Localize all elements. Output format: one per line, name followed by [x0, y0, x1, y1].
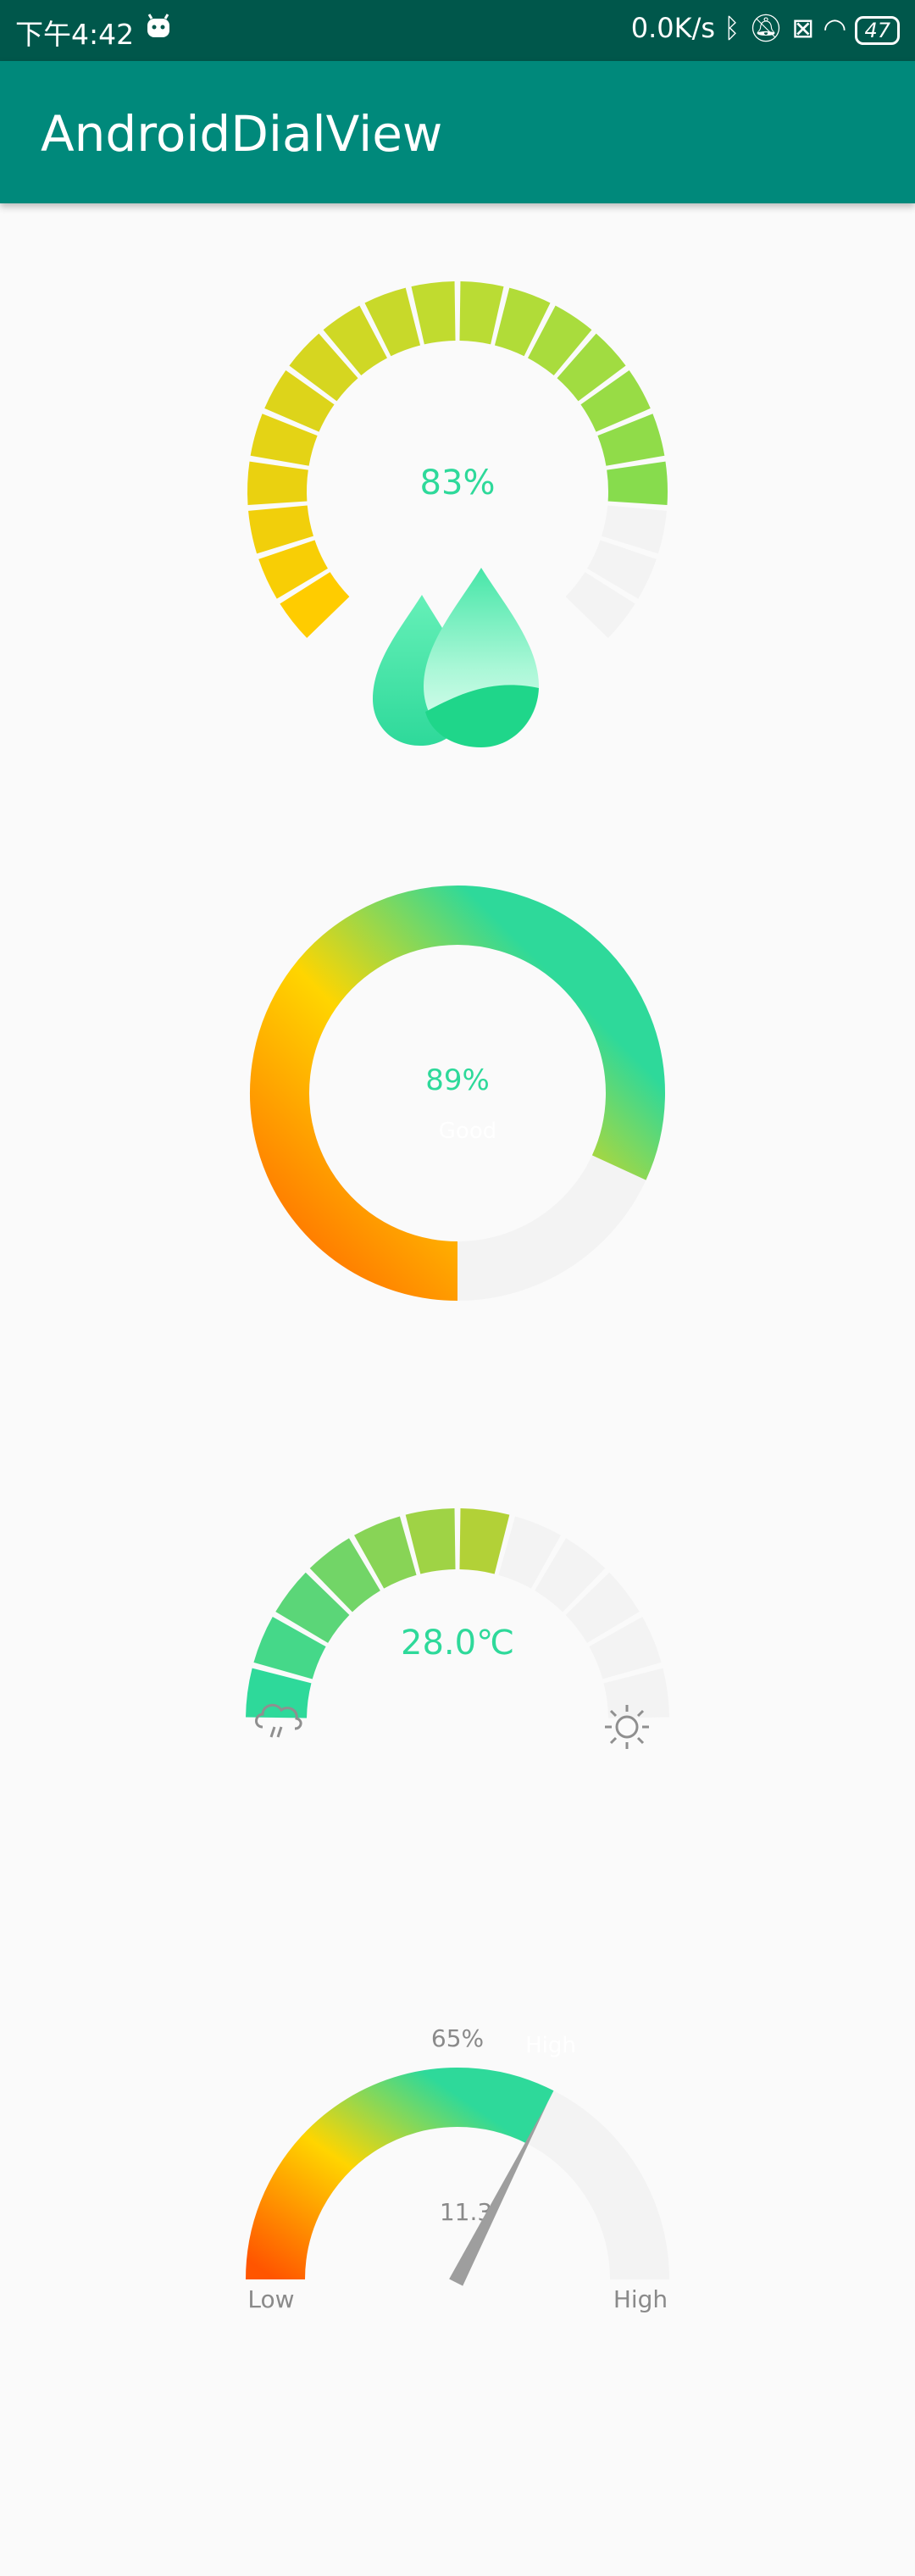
temperature-segment	[589, 1617, 662, 1679]
humidity-segment	[250, 414, 318, 466]
gauge-dial: 11.3 65% High Low High	[246, 2017, 669, 2322]
humidity-segments	[247, 281, 668, 638]
temperature-segment	[275, 1572, 350, 1643]
temperature-segments	[246, 1508, 669, 1718]
android-bot-icon	[144, 14, 173, 42]
ring-progress	[250, 886, 665, 1301]
humidity-segment	[607, 461, 668, 506]
gauge-needle	[449, 2101, 548, 2286]
temperature-segment	[565, 1572, 640, 1643]
humidity-segment	[289, 333, 358, 402]
temperature-value: 28.0℃	[401, 1624, 514, 1663]
temperature-segment	[253, 1617, 326, 1679]
temperature-segment	[603, 1668, 669, 1718]
rain-cloud-icon	[255, 1703, 302, 1738]
humidity-segment	[247, 461, 308, 506]
gauge-top-right-label: High	[525, 2033, 576, 2058]
humidity-segment	[602, 505, 667, 554]
temperature-segment	[498, 1516, 561, 1589]
status-right: 0.0K/s ᛒ 🔕︎ ⊠ ◠ 47	[631, 12, 900, 45]
sim-icon: ⊠	[791, 12, 815, 44]
humidity-segment	[587, 540, 657, 599]
humidity-value: 83%	[420, 464, 496, 502]
humidity-segment	[494, 287, 551, 357]
status-time: 下午4:42	[15, 18, 135, 51]
humidity-segment	[248, 505, 313, 554]
humidity-segment	[264, 370, 335, 432]
humidity-segment	[280, 572, 350, 638]
sun-icon	[605, 1705, 649, 1749]
humidity-segment	[528, 305, 592, 376]
app-title: AndroidDialView	[41, 105, 443, 163]
gauge-top-value: 65%	[431, 2024, 484, 2052]
wifi-icon: ◠	[823, 12, 847, 44]
humidity-segment	[565, 572, 635, 638]
temperature-segment	[246, 1668, 312, 1718]
humidity-segment	[323, 305, 387, 376]
temperature-dial: 28.0℃	[246, 1457, 669, 1763]
temperature-segment	[535, 1538, 606, 1613]
humidity-segment	[597, 414, 665, 466]
bell-off-icon: 🔕︎	[748, 12, 784, 44]
net-speed: 0.0K/s	[630, 12, 716, 44]
humidity-segment	[258, 540, 328, 599]
gauge-low-label: Low	[247, 2285, 294, 2313]
battery-icon: 47	[855, 16, 900, 45]
ring-value: 89%	[425, 1063, 490, 1097]
temperature-segment	[405, 1508, 456, 1574]
ring-dial: 89% Good	[246, 881, 669, 1305]
status-bar: 下午4:42 0.0K/s ᛒ 🔕︎ ⊠ ◠ 47	[0, 0, 915, 61]
ring-label: Good	[439, 1119, 496, 1144]
app-bar: AndroidDialView	[0, 61, 915, 203]
bluetooth-icon: ᛒ	[724, 12, 740, 44]
water-drops-icon	[373, 568, 539, 747]
temperature-segment	[309, 1538, 380, 1613]
humidity-segment	[364, 287, 421, 357]
humidity-segment	[557, 333, 626, 402]
humidity-segment	[580, 370, 651, 432]
temperature-segment	[459, 1508, 510, 1574]
temperature-segment	[354, 1516, 417, 1589]
humidity-dial: 83%	[246, 280, 669, 788]
humidity-segment	[411, 281, 456, 345]
humidity-segment	[459, 281, 504, 345]
gauge-progress	[246, 2068, 554, 2280]
battery-level: 47	[864, 19, 890, 42]
gauge-high-label: High	[613, 2285, 668, 2313]
